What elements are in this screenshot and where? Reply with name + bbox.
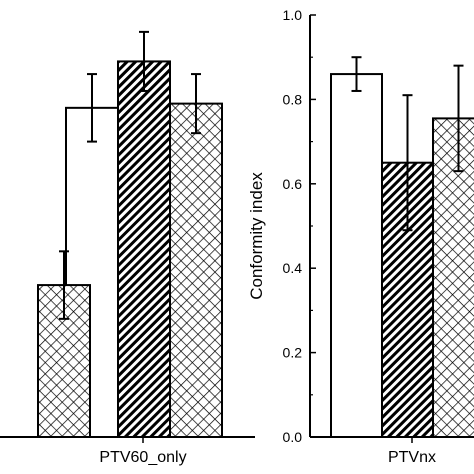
left-bar-crosshatch-1 (169, 102, 223, 439)
right-chart-panel: Conformity index 0.0 0.2 0.4 0.6 0.8 1.0 PTVn… (247, 7, 474, 466)
right-y-tick-label: 0.8 (283, 91, 303, 107)
left-x-tick-label: PTV60_only (99, 449, 186, 466)
right-bar-open-0 (330, 73, 383, 439)
left-bars (37, 30, 223, 439)
right-bar-crosshatch-0 (432, 117, 474, 438)
right-y-tick-label: 0.6 (283, 176, 303, 192)
left-chart-panel: PTV60_only (0, 30, 255, 466)
right-x-tick-label: PTVnx (388, 449, 436, 466)
right-y-tick-label: 1.0 (283, 7, 303, 23)
right-bars (330, 56, 474, 439)
right-y-tick-label: 0.4 (283, 260, 303, 276)
left-bar-diagonal-hatch-1 (117, 60, 171, 438)
right-y-tick-label: 0.2 (283, 345, 303, 361)
right-y-axis-label: Conformity index (247, 172, 266, 300)
right-y-tick-label: 0.0 (283, 429, 303, 445)
